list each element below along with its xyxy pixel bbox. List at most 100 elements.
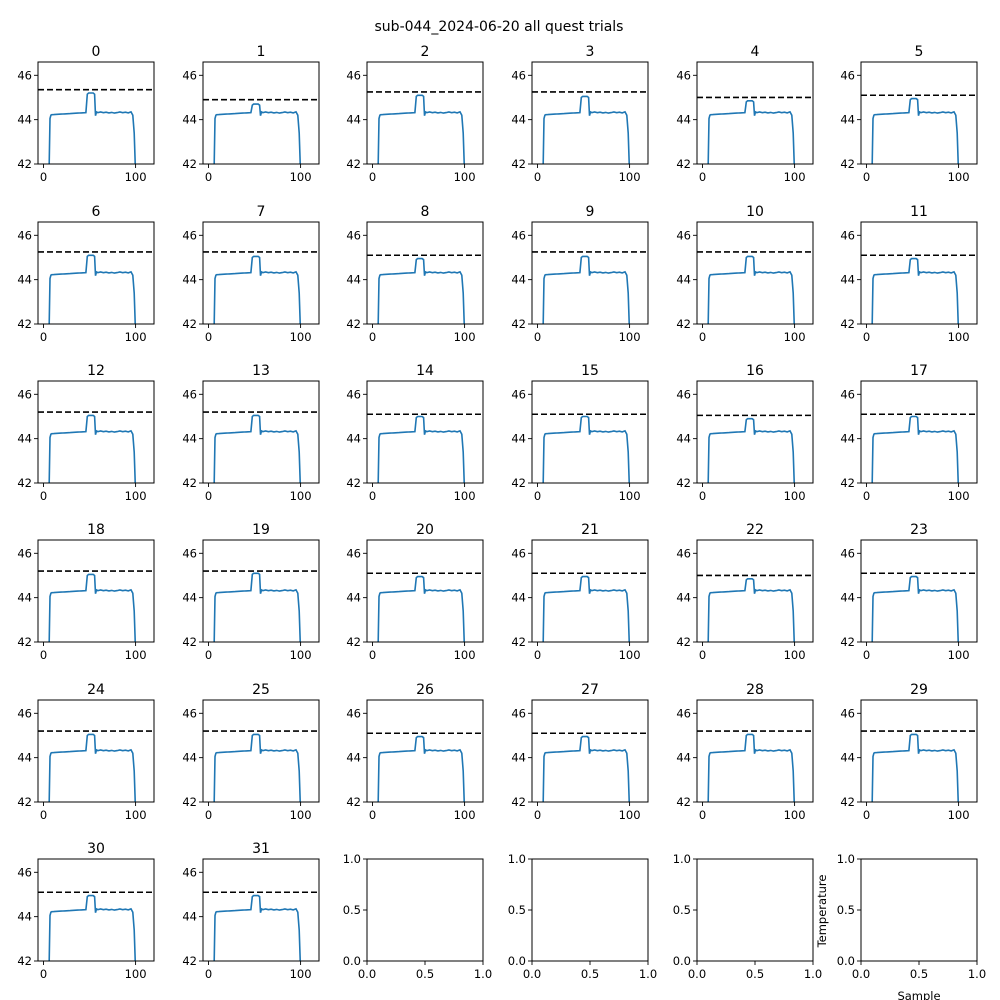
subplot-title: 3	[586, 44, 595, 60]
temperature-trace	[871, 415, 960, 483]
subplot-title: 29	[910, 682, 928, 698]
y-tick-label: 46	[840, 68, 855, 82]
axes-frame	[696, 380, 814, 484]
temperature-trace	[48, 254, 137, 324]
x-tick-label: 0	[369, 489, 376, 503]
temperature-trace	[542, 95, 631, 164]
x-tick-label: 100	[784, 489, 806, 503]
axes-frame	[531, 380, 649, 484]
subplot: 19 0 100 42 44 46	[182, 522, 320, 662]
subplot-title: 8	[421, 204, 430, 220]
x-tick-label: 100	[619, 170, 641, 184]
x-tick-label: 0	[40, 489, 47, 503]
x-tick-label: 0.5	[416, 967, 434, 981]
y-axis-label: Temperature	[815, 875, 829, 949]
axes-frame	[531, 699, 649, 803]
y-tick-label: 44	[182, 273, 197, 287]
y-tick-label: 42	[511, 635, 526, 649]
x-tick-label: 0	[205, 648, 212, 662]
x-tick-label: 100	[454, 170, 476, 184]
y-tick-label: 44	[346, 751, 361, 765]
subplot: 17 0 100 42 44 46	[840, 363, 978, 503]
y-tick-label: 1.0	[508, 852, 526, 866]
axes-frame	[366, 61, 484, 165]
x-tick-label: 0.0	[358, 967, 376, 981]
temperature-trace	[377, 257, 466, 324]
x-tick-label: 100	[290, 967, 312, 981]
subplot-title: 30	[87, 841, 105, 857]
y-tick-label: 0.0	[343, 954, 361, 968]
subplot: 22 0 100 42 44 46	[676, 522, 814, 662]
y-tick-label: 44	[676, 273, 691, 287]
temperature-trace	[871, 257, 960, 324]
x-tick-label: 0	[40, 967, 47, 981]
subplot: 16 0 100 42 44 46	[676, 363, 814, 503]
temperature-trace	[48, 894, 137, 961]
temperature-trace	[213, 103, 302, 164]
axes-frame	[37, 699, 155, 803]
y-tick-label: 46	[346, 546, 361, 560]
subplot-title: 5	[915, 44, 924, 60]
temperature-trace	[542, 735, 631, 802]
x-tick-label: 0	[369, 170, 376, 184]
x-tick-label: 0	[534, 808, 541, 822]
x-tick-label: 0	[369, 808, 376, 822]
y-tick-label: 44	[346, 273, 361, 287]
x-tick-label: 0	[534, 330, 541, 344]
y-tick-label: 42	[346, 476, 361, 490]
subplot-title: 22	[746, 522, 764, 538]
y-tick-label: 44	[17, 113, 32, 127]
axes-frame	[860, 221, 978, 325]
y-tick-label: 46	[17, 706, 32, 720]
axes-frame	[860, 539, 978, 643]
y-tick-label: 44	[840, 113, 855, 127]
subplot: 18 0 100 42 44 46	[17, 522, 155, 662]
empty-axes-frame	[531, 858, 649, 962]
y-tick-label: 46	[676, 546, 691, 560]
axes-frame	[860, 380, 978, 484]
x-tick-label: 1.0	[639, 967, 657, 981]
y-tick-label: 46	[182, 68, 197, 82]
y-tick-label: 42	[676, 635, 691, 649]
y-tick-label: 42	[346, 635, 361, 649]
subplot-title: 20	[416, 522, 434, 538]
subplot-title: 28	[746, 682, 764, 698]
x-tick-label: 100	[290, 170, 312, 184]
y-tick-label: 46	[182, 706, 197, 720]
y-tick-label: 44	[17, 591, 32, 605]
y-tick-label: 46	[840, 706, 855, 720]
y-tick-label: 0.5	[343, 903, 361, 917]
y-tick-label: 46	[17, 546, 32, 560]
y-tick-label: 42	[17, 795, 32, 809]
x-tick-label: 0	[40, 648, 47, 662]
x-tick-label: 0	[863, 808, 870, 822]
x-tick-label: 100	[125, 489, 147, 503]
subplot-title: 10	[746, 204, 764, 220]
temperature-trace	[707, 578, 796, 642]
subplot: 13 0 100 42 44 46	[182, 363, 320, 503]
subplot: 0.0 0.5 1.0 0.0 0.5 1.0	[343, 852, 492, 981]
x-tick-label: 0	[534, 170, 541, 184]
x-tick-label: 100	[619, 489, 641, 503]
y-tick-label: 44	[676, 751, 691, 765]
subplot-title: 31	[252, 841, 270, 857]
y-tick-label: 46	[346, 68, 361, 82]
subplot: 0.0 0.5 1.0 0.0 0.5 1.0	[673, 852, 822, 981]
y-tick-label: 0.5	[508, 903, 526, 917]
y-tick-label: 42	[17, 317, 32, 331]
y-tick-label: 42	[346, 795, 361, 809]
temperature-trace	[542, 415, 631, 483]
axes-frame	[202, 221, 320, 325]
y-tick-label: 42	[182, 795, 197, 809]
empty-axes-frame	[860, 858, 978, 962]
x-tick-label: 0	[205, 330, 212, 344]
y-tick-label: 44	[346, 591, 361, 605]
axes-frame	[202, 61, 320, 165]
y-tick-label: 46	[511, 546, 526, 560]
x-tick-label: 0	[699, 808, 706, 822]
axes-frame	[202, 380, 320, 484]
axes-frame	[531, 539, 649, 643]
temperature-trace	[377, 415, 466, 483]
y-tick-label: 1.0	[343, 852, 361, 866]
